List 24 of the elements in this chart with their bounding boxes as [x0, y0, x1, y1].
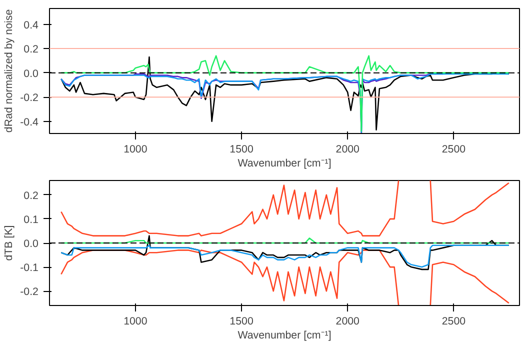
- y-tick-label: 0.2: [24, 44, 39, 56]
- y-tick-label: 0.0: [24, 68, 39, 80]
- x-tick-label: 2500: [442, 144, 466, 156]
- y-tick-label: 0.1: [24, 214, 39, 226]
- y-tick-label: -0.4: [20, 116, 39, 128]
- x-tick-label: 2500: [442, 316, 466, 328]
- x-tick-label: 2000: [336, 144, 360, 156]
- y-axis-title: dRad normalized by noise: [3, 9, 16, 133]
- x-tick-label: 1000: [124, 316, 148, 328]
- y-tick-label: 0.0: [24, 238, 39, 250]
- line-series: [60, 244, 510, 268]
- x-tick-label: 1500: [230, 144, 254, 156]
- x-tick-label: 1500: [230, 316, 254, 328]
- y-tick-label: -0.1: [20, 262, 39, 274]
- y-tick-label: 0.4: [24, 19, 39, 32]
- x-tick-label: 1000: [124, 144, 148, 156]
- y-tick-label: 0.2: [24, 190, 39, 202]
- x-tick-label: 2000: [336, 316, 360, 328]
- y-tick-label: -0.2: [20, 286, 39, 298]
- y-axis-title: dTB [K]: [3, 225, 16, 261]
- x-axis-title: Wavenumber [cm⁻¹]: [238, 330, 332, 342]
- x-axis-title: Wavenumber [cm⁻¹]: [238, 158, 332, 170]
- line-series: [60, 73, 510, 133]
- y-tick-label: -0.2: [20, 92, 39, 104]
